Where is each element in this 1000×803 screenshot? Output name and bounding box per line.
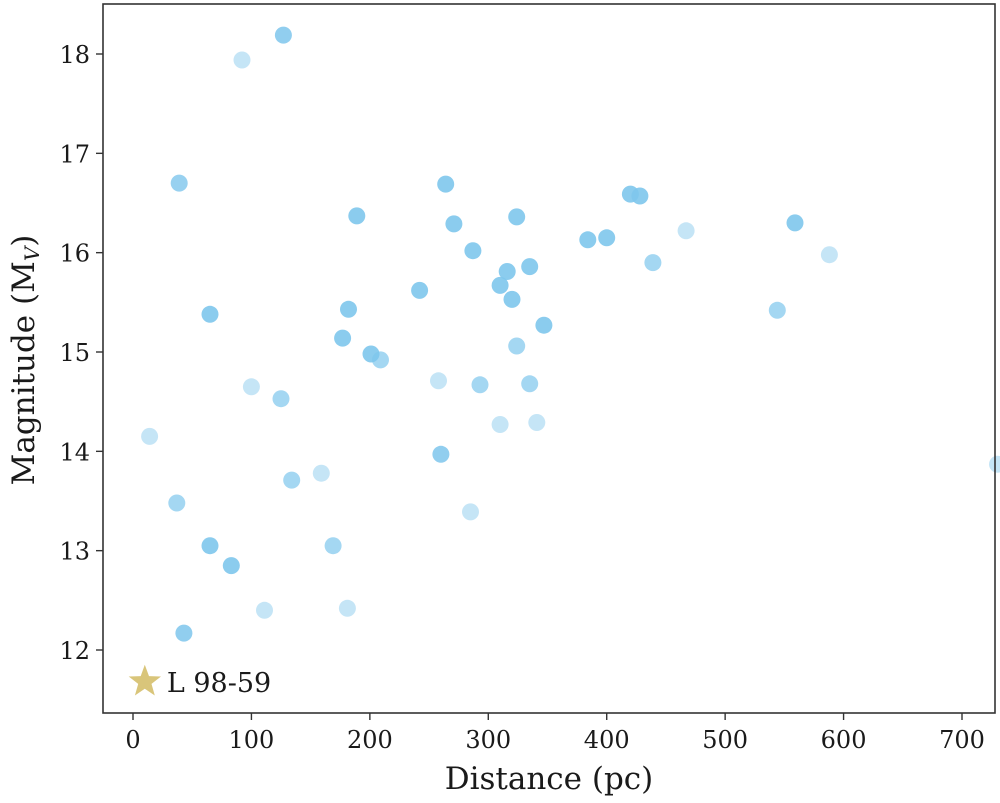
x-tick-label: 0 xyxy=(125,726,140,754)
plot-frame xyxy=(102,3,996,714)
y-tick-label: 15 xyxy=(59,339,90,367)
data-point xyxy=(462,503,479,521)
x-axis-ticks: 0 100 200 300 400 500 600 700 xyxy=(125,713,985,754)
data-point xyxy=(340,300,357,318)
data-point xyxy=(233,51,251,69)
data-point xyxy=(432,445,450,463)
star-icon xyxy=(128,664,161,696)
data-point xyxy=(491,416,509,433)
data-point xyxy=(631,187,649,205)
x-tick-label: 100 xyxy=(229,726,275,754)
data-point xyxy=(334,329,352,347)
y-tick-label: 12 xyxy=(59,637,90,665)
y-tick-label: 13 xyxy=(59,538,90,566)
data-point xyxy=(768,301,786,319)
data-point xyxy=(491,276,509,294)
data-point xyxy=(242,378,260,396)
data-point xyxy=(411,281,429,299)
y-axis-label: Magnitude (MV) xyxy=(6,235,44,486)
data-point xyxy=(786,214,804,232)
y-tick-label: 16 xyxy=(59,240,90,268)
data-point xyxy=(503,290,521,308)
x-tick-label: 600 xyxy=(821,726,867,754)
x-tick-label: 400 xyxy=(584,726,630,754)
data-point xyxy=(272,390,290,408)
data-point xyxy=(464,242,482,260)
data-points xyxy=(141,26,1000,642)
x-tick-label: 700 xyxy=(939,726,985,754)
x-axis-label: Distance (pc) xyxy=(445,761,654,797)
data-point xyxy=(338,599,356,617)
data-point xyxy=(521,258,539,276)
data-point xyxy=(170,174,188,192)
data-point xyxy=(274,26,292,44)
data-point xyxy=(141,427,159,445)
data-point xyxy=(283,471,301,489)
y-axis-ticks: 12 13 14 15 16 17 18 xyxy=(59,41,103,665)
y-tick-label: 17 xyxy=(59,140,90,168)
data-point xyxy=(521,375,539,393)
annotation-label: L 98-59 xyxy=(167,668,271,699)
x-tick-label: 500 xyxy=(702,726,748,754)
l98-59-annotation: L 98-59 xyxy=(128,664,271,699)
x-tick-label: 200 xyxy=(347,726,393,754)
data-point xyxy=(598,229,616,247)
data-point xyxy=(324,537,342,555)
data-point xyxy=(508,208,526,226)
data-point xyxy=(168,494,186,512)
data-point xyxy=(535,316,553,334)
data-point xyxy=(644,254,662,272)
x-tick-label: 300 xyxy=(465,726,511,754)
data-point xyxy=(372,351,389,369)
data-point xyxy=(445,215,463,233)
data-point xyxy=(820,246,838,264)
data-point xyxy=(471,376,489,394)
data-point xyxy=(348,207,366,225)
data-point xyxy=(201,537,219,555)
data-point xyxy=(256,601,273,619)
data-point xyxy=(175,624,193,642)
data-point xyxy=(312,464,330,482)
data-point xyxy=(508,337,526,355)
data-point xyxy=(222,557,240,575)
data-point xyxy=(528,414,546,431)
y-tick-label: 14 xyxy=(59,438,90,466)
data-point xyxy=(201,305,219,323)
data-point xyxy=(437,175,455,193)
data-point xyxy=(498,263,516,280)
data-point xyxy=(430,372,447,390)
data-point xyxy=(579,231,597,249)
data-point xyxy=(677,222,695,240)
y-tick-label: 18 xyxy=(59,41,90,69)
